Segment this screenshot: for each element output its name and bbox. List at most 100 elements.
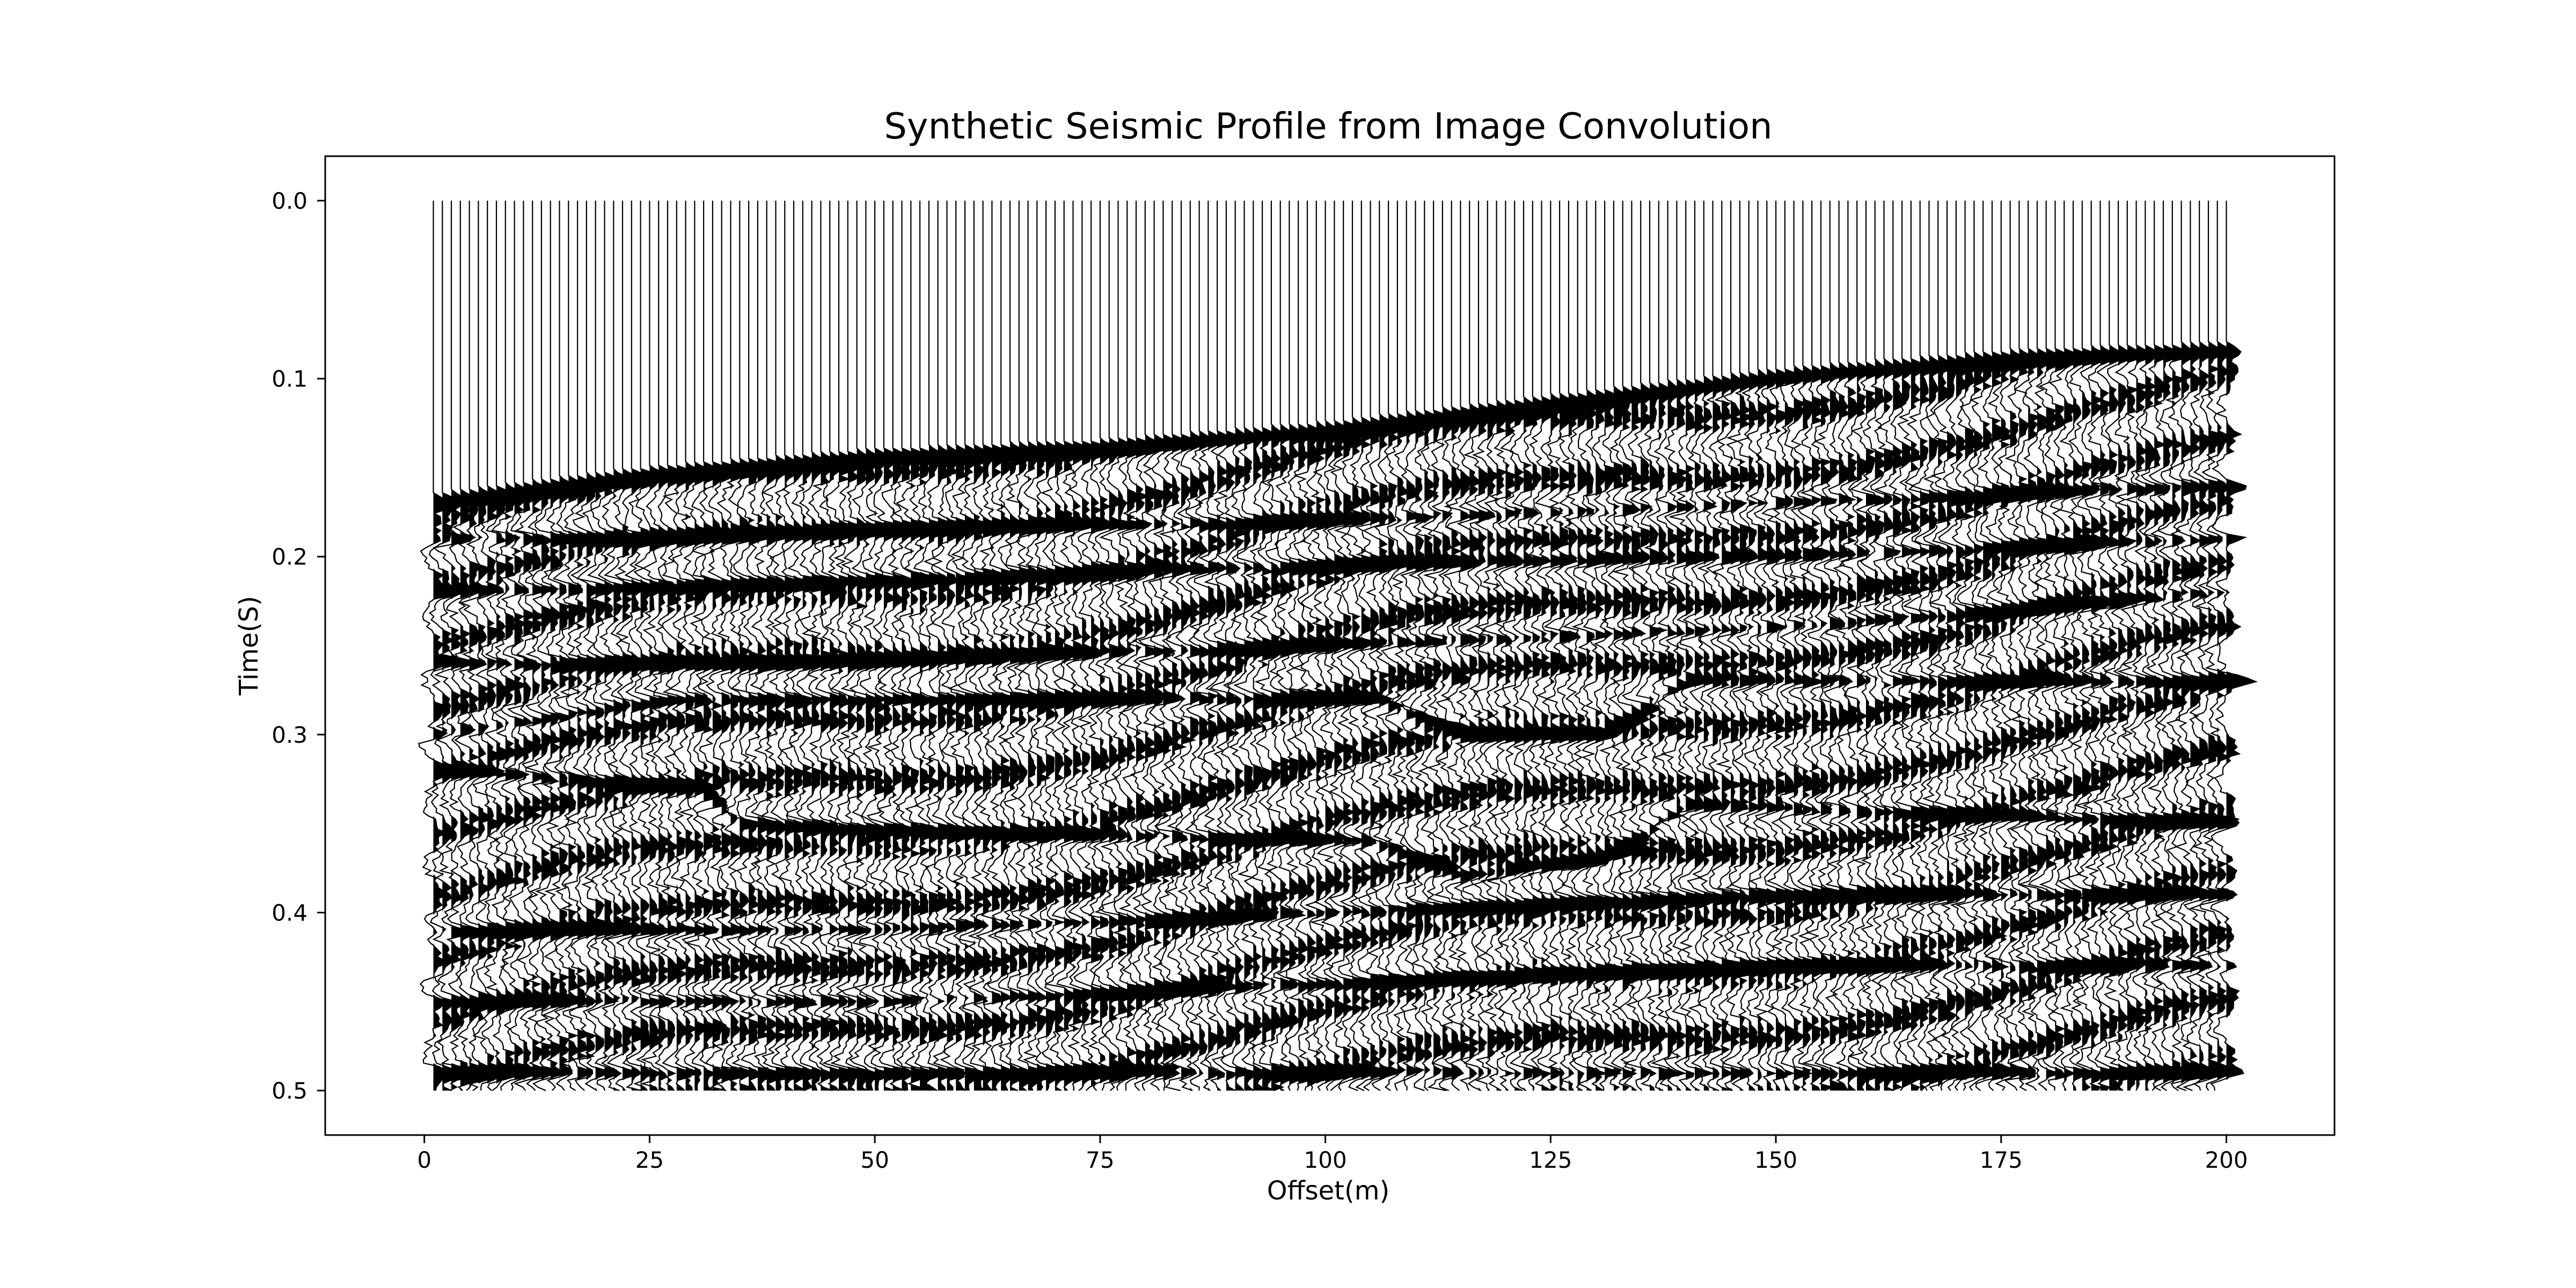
- trace-wiggle: [432, 200, 484, 1092]
- trace-wiggle: [1580, 200, 1624, 1092]
- trace-wiggle: [1787, 200, 1829, 1091]
- trace-wiggle: [1749, 200, 1792, 1091]
- trace-wiggle: [2010, 200, 2064, 1092]
- trace-wiggle: [1013, 200, 1064, 1091]
- trace-wiggle: [1472, 200, 1511, 1091]
- trace-wiggle: [1967, 200, 2007, 1091]
- trace-wiggle: [1571, 200, 1618, 1092]
- trace-fill: [2055, 200, 2076, 1091]
- trace-wiggle: [1355, 200, 1401, 1092]
- trace-fill: [1911, 200, 1944, 1091]
- trace-wiggle: [1362, 200, 1405, 1092]
- seismic-traces: [418, 200, 2258, 1092]
- trace-wiggle: [806, 200, 851, 1092]
- trace-wiggle: [1928, 200, 1975, 1091]
- x-tick-label: 75: [1086, 1147, 1114, 1173]
- trace-fill: [451, 200, 482, 1091]
- trace-wiggle: [1165, 200, 1208, 1092]
- trace-wiggle: [587, 200, 632, 1091]
- trace-wiggle: [1056, 200, 1096, 1091]
- trace-wiggle: [830, 200, 873, 1091]
- trace-wiggle: [1802, 200, 1854, 1092]
- trace-wiggle: [597, 200, 647, 1092]
- trace-wiggle: [1697, 200, 1735, 1092]
- trace-wiggle: [1175, 200, 1220, 1092]
- trace-wiggle: [923, 200, 965, 1091]
- y-axis-label: Time(S): [234, 596, 264, 696]
- trace-wiggle: [1822, 200, 1870, 1091]
- trace-fill: [2127, 200, 2152, 1091]
- trace-wiggle: [822, 200, 865, 1091]
- trace-wiggle: [524, 200, 565, 1091]
- trace-wiggle: [1722, 200, 1765, 1091]
- trace-wiggle: [2017, 200, 2065, 1091]
- trace-fill: [1857, 200, 1886, 1091]
- trace-fill: [685, 200, 718, 1091]
- y-tick-label: 0.3: [272, 722, 308, 748]
- trace-wiggle: [931, 200, 978, 1091]
- trace-wiggle: [2156, 200, 2204, 1092]
- trace-wiggle: [640, 200, 687, 1092]
- trace-wiggle: [2003, 200, 2051, 1091]
- trace-wiggle: [1607, 200, 1651, 1091]
- trace-fill: [1605, 200, 1632, 1091]
- trace-wiggle: [940, 200, 986, 1091]
- trace-fill: [1469, 200, 1496, 1091]
- trace-wiggle: [1677, 200, 1720, 1092]
- trace-wiggle: [1955, 200, 2005, 1091]
- y-tick-label: 0.0: [272, 188, 308, 214]
- x-axis-label: Offset(m): [1267, 1176, 1389, 1206]
- trace-wiggle: [1893, 200, 1945, 1091]
- trace-fill: [1181, 200, 1207, 1091]
- trace-wiggle: [1044, 200, 1096, 1091]
- trace-wiggle: [1922, 200, 1967, 1091]
- trace-wiggle: [2058, 200, 2098, 1091]
- trace-fill: [532, 200, 558, 1091]
- trace-fill: [442, 200, 471, 1091]
- trace-fill: [1370, 200, 1400, 1091]
- x-tick-label: 0: [417, 1147, 431, 1173]
- trace-fill: [2226, 200, 2256, 1091]
- trace-wiggle: [1002, 200, 1052, 1091]
- trace-fill: [487, 200, 513, 1091]
- trace-fill: [1397, 200, 1424, 1091]
- trace-wiggle: [1712, 200, 1759, 1092]
- trace-fill: [1217, 200, 1243, 1091]
- trace-fill: [1884, 200, 1912, 1091]
- trace-wiggle: [2117, 200, 2165, 1091]
- trace-fill: [1379, 200, 1404, 1091]
- trace-wiggle: [1443, 200, 1491, 1091]
- trace-wiggle: [903, 200, 943, 1091]
- trace-wiggle: [1391, 200, 1430, 1091]
- trace-wiggle: [858, 200, 903, 1091]
- trace-wiggle: [507, 200, 552, 1091]
- trace-wiggle: [1093, 200, 1139, 1091]
- trace-fill: [604, 200, 631, 1091]
- trace-fill: [1361, 200, 1393, 1091]
- trace-wiggle: [1098, 200, 1145, 1091]
- trace-wiggle: [428, 200, 473, 1092]
- trace-wiggle: [1031, 200, 1078, 1091]
- trace-fill: [559, 200, 588, 1091]
- trace-wiggle: [1984, 200, 2028, 1091]
- trace-wiggle: [1650, 200, 1701, 1091]
- trace-wiggle: [2066, 200, 2115, 1092]
- trace-wiggle: [624, 200, 668, 1091]
- trace-wiggle: [562, 200, 609, 1092]
- trace-wiggle: [1423, 200, 1469, 1092]
- trace-wiggle: [1832, 200, 1879, 1091]
- trace-wiggle: [750, 200, 800, 1091]
- trace-fill: [740, 200, 760, 1091]
- trace-fill: [2172, 200, 2201, 1091]
- y-tick-label: 0.1: [272, 366, 308, 392]
- trace-fill: [2001, 200, 2026, 1091]
- trace-fill: [821, 200, 850, 1091]
- trace-fill: [1163, 200, 1189, 1091]
- trace-wiggle: [759, 200, 801, 1091]
- trace-fill: [839, 200, 864, 1091]
- plot-frame: [324, 155, 2336, 1136]
- trace-fill: [794, 200, 823, 1091]
- trace-fill: [505, 200, 529, 1091]
- trace-wiggle: [888, 200, 925, 1091]
- trace-fill: [514, 200, 541, 1091]
